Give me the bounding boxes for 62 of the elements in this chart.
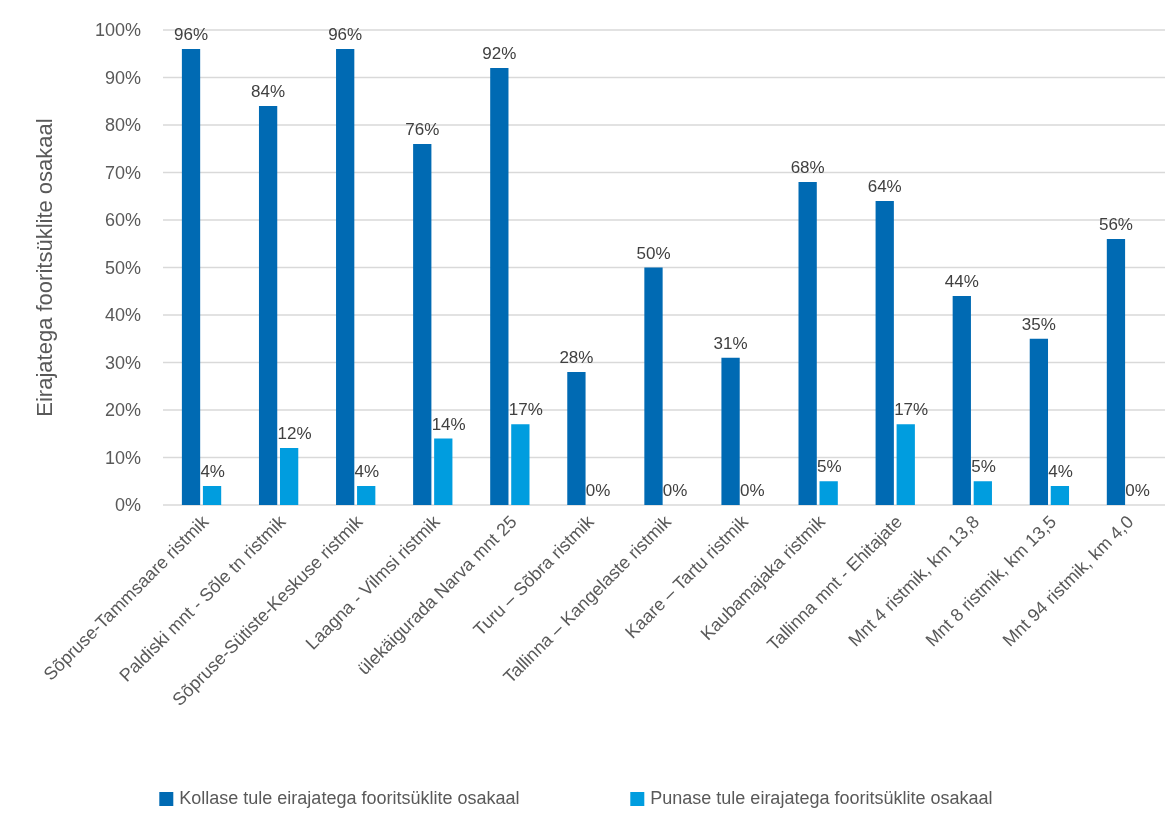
y-tick-label: 50% — [104, 257, 141, 278]
data-label: 4% — [200, 462, 225, 481]
data-label: 0% — [1125, 481, 1150, 500]
data-label: 0% — [662, 481, 688, 500]
data-label: 17% — [894, 400, 929, 420]
data-label: 68% — [790, 158, 825, 177]
legend-label: Punase tule eirajatega fooritsüklite osakaal — [650, 788, 993, 808]
y-tick-label: 40% — [104, 305, 141, 326]
bar — [567, 372, 586, 505]
bar — [202, 486, 222, 505]
data-label: 5% — [817, 457, 842, 477]
data-label: 64% — [867, 177, 902, 196]
bar — [511, 424, 530, 505]
bar — [258, 106, 278, 505]
y-tick-label: 0% — [114, 495, 141, 516]
data-label: 96% — [328, 25, 363, 44]
data-label: 5% — [971, 457, 996, 477]
data-label: 17% — [508, 400, 543, 420]
data-label: 4% — [1048, 462, 1073, 481]
data-label: 44% — [944, 272, 979, 291]
bar — [490, 68, 509, 505]
y-tick-label: 100% — [94, 20, 141, 41]
y-tick-label: 70% — [104, 162, 141, 183]
data-label: 92% — [482, 44, 517, 63]
data-label: 96% — [174, 25, 209, 44]
bar — [279, 448, 299, 505]
data-label: 56% — [1098, 215, 1133, 234]
bar — [1050, 486, 1070, 505]
bar — [357, 486, 376, 505]
bar — [1106, 239, 1126, 505]
data-label: 0% — [739, 481, 765, 500]
legend-label: Kollase tule eirajatega fooritsüklite osakaal — [179, 788, 520, 808]
bar — [413, 144, 432, 505]
data-label: 31% — [713, 333, 748, 353]
data-label: 50% — [636, 243, 671, 263]
data-label: 28% — [559, 348, 594, 367]
y-tick-label: 30% — [104, 352, 141, 373]
bar — [896, 424, 915, 505]
data-label: 14% — [431, 414, 466, 434]
bar — [798, 182, 817, 505]
data-label: 84% — [251, 82, 286, 101]
data-label: 12% — [277, 424, 312, 443]
bar — [434, 438, 453, 505]
data-label: 76% — [405, 120, 440, 139]
data-label: 35% — [1021, 314, 1056, 334]
data-label: 4% — [354, 462, 380, 481]
y-tick-label: 10% — [104, 447, 141, 468]
y-tick-label: 90% — [104, 67, 141, 88]
bar — [875, 201, 894, 505]
y-tick-label: 20% — [104, 400, 141, 421]
bar — [973, 481, 992, 505]
bar — [1029, 338, 1049, 505]
bar — [181, 49, 201, 505]
bar — [336, 49, 355, 505]
y-tick-label: 60% — [104, 210, 141, 231]
bar — [952, 296, 971, 505]
y-axis-title: Eirajatega fooritsüklite osakaal — [32, 118, 57, 417]
bar — [644, 267, 663, 505]
bar — [721, 357, 740, 505]
data-label: 0% — [585, 481, 611, 500]
bar — [819, 481, 838, 505]
y-tick-label: 80% — [104, 115, 141, 136]
